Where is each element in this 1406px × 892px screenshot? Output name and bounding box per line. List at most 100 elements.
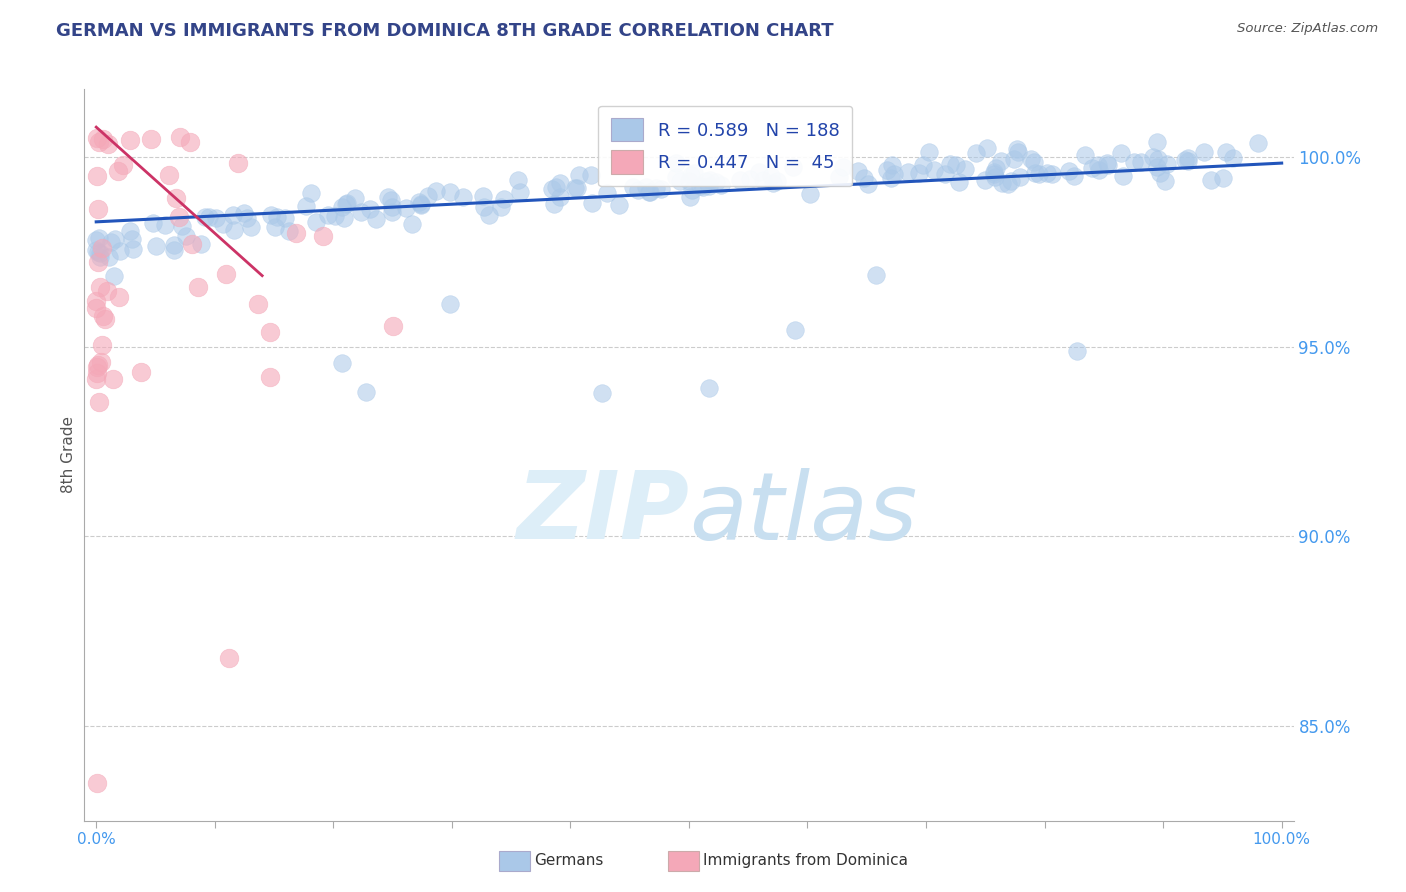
Point	[799, 186, 821, 201]
Point	[1215, 145, 1237, 160]
Point	[359, 202, 381, 217]
Point	[263, 220, 285, 235]
Point	[541, 182, 564, 196]
Point	[260, 208, 283, 222]
Point	[84, 372, 107, 386]
Point	[246, 297, 269, 311]
Point	[409, 197, 432, 211]
Point	[945, 158, 967, 172]
Point	[1222, 151, 1244, 165]
Point	[179, 135, 201, 149]
Point	[494, 192, 516, 206]
Point	[157, 169, 180, 183]
Point	[408, 195, 430, 210]
Point	[828, 170, 851, 185]
Point	[1109, 146, 1132, 161]
Point	[89, 246, 111, 260]
Y-axis label: 8th Grade: 8th Grade	[60, 417, 76, 493]
Point	[84, 233, 107, 247]
Point	[1002, 152, 1025, 166]
Point	[876, 163, 898, 178]
Point	[108, 244, 131, 258]
Point	[1007, 142, 1029, 156]
Point	[198, 210, 221, 224]
Point	[681, 184, 703, 198]
Point	[853, 171, 876, 186]
Point	[87, 135, 110, 149]
Point	[145, 239, 167, 253]
Point	[121, 232, 143, 246]
Point	[1008, 170, 1031, 185]
Point	[86, 366, 108, 380]
Point	[846, 163, 869, 178]
Point	[543, 197, 565, 211]
Point	[118, 133, 141, 147]
Point	[697, 179, 720, 194]
Point	[1036, 166, 1059, 180]
Point	[224, 223, 246, 237]
Point	[94, 312, 117, 326]
Point	[683, 165, 706, 179]
Point	[165, 191, 187, 205]
Point	[664, 169, 686, 184]
Point	[1112, 169, 1135, 184]
Point	[953, 161, 976, 176]
Point	[98, 250, 121, 264]
Point	[318, 208, 340, 222]
Point	[665, 156, 688, 170]
Point	[266, 211, 288, 225]
Point	[236, 211, 259, 225]
Point	[697, 380, 720, 394]
Point	[976, 141, 998, 155]
Point	[350, 205, 373, 219]
Point	[785, 323, 807, 337]
Point	[990, 154, 1012, 169]
Point	[986, 161, 1008, 175]
Point	[411, 197, 433, 211]
Point	[831, 161, 853, 175]
Point	[934, 167, 956, 181]
Point	[678, 173, 700, 187]
Point	[104, 232, 127, 246]
Point	[89, 394, 111, 409]
Point	[1040, 167, 1063, 181]
Point	[1097, 158, 1119, 172]
Text: ZIP: ZIP	[516, 467, 689, 559]
Point	[108, 290, 131, 304]
Text: atlas: atlas	[689, 468, 917, 559]
Point	[259, 370, 281, 384]
Point	[1156, 157, 1178, 171]
Point	[908, 166, 931, 180]
Point	[650, 182, 672, 196]
Point	[634, 180, 657, 194]
Point	[190, 236, 212, 251]
Point	[91, 132, 114, 146]
Point	[335, 196, 357, 211]
Point	[87, 202, 110, 217]
Point	[120, 224, 142, 238]
Point	[581, 168, 603, 182]
Point	[89, 280, 111, 294]
Point	[86, 776, 108, 790]
Point	[1177, 151, 1199, 165]
Point	[336, 196, 359, 211]
Point	[87, 358, 110, 372]
Point	[668, 174, 690, 188]
Point	[96, 137, 118, 152]
Point	[472, 188, 495, 202]
Point	[564, 181, 586, 195]
Point	[856, 177, 879, 191]
Point	[1149, 165, 1171, 179]
Point	[332, 211, 354, 225]
Point	[277, 224, 299, 238]
Point	[96, 284, 118, 298]
Point	[86, 169, 108, 183]
Point	[354, 384, 377, 399]
Point	[1088, 163, 1111, 178]
Point	[704, 175, 727, 189]
Point	[259, 325, 281, 339]
Point	[86, 359, 108, 374]
Point	[567, 180, 589, 194]
Point	[990, 176, 1012, 190]
Point	[638, 186, 661, 200]
